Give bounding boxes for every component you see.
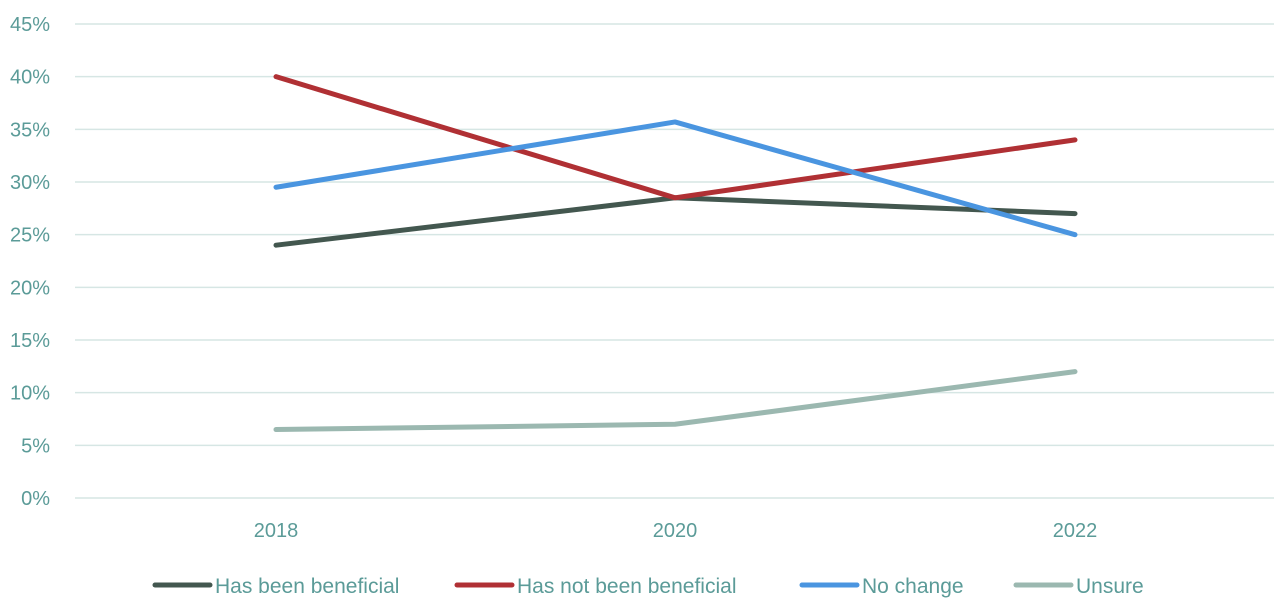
y-tick-label: 5% [21, 435, 50, 457]
series-line-unsure [273, 369, 1078, 433]
gridlines [75, 23, 1274, 499]
series-line-has-been-beneficial [273, 195, 1078, 248]
y-tick-label: 10% [10, 383, 50, 405]
x-tick-label: 2020 [653, 520, 698, 542]
x-tick-label: 2022 [1053, 520, 1098, 542]
series-line-has-not-been-beneficial [273, 74, 1078, 201]
y-tick-label: 20% [10, 277, 50, 299]
legend-item: Has not been beneficial [454, 575, 737, 598]
legend-label: Has been beneficial [215, 575, 399, 598]
y-tick-label: 45% [10, 14, 50, 36]
y-tick-label: 25% [10, 225, 50, 247]
y-tick-label: 35% [10, 119, 50, 141]
legend-item: Has been beneficial [152, 575, 399, 598]
legend-item: Unsure [1013, 575, 1144, 598]
legend-label: Has not been beneficial [517, 575, 737, 598]
y-axis: 0% 5% 10% 15% 20% 25% 30% 35% 40% 45% [10, 14, 50, 510]
y-tick-label: 15% [10, 330, 50, 352]
series-lines [273, 74, 1078, 433]
y-tick-label: 30% [10, 172, 50, 194]
legend: Has been beneficial Has not been benefici… [152, 575, 1144, 598]
legend-label: No change [862, 575, 964, 598]
y-tick-label: 40% [10, 67, 50, 89]
legend-label: Unsure [1076, 575, 1144, 598]
series-line-no-change [273, 119, 1078, 238]
y-tick-label: 0% [21, 488, 50, 510]
x-tick-label: 2018 [254, 520, 299, 542]
x-axis: 2018 2020 2022 [254, 520, 1098, 542]
legend-item: No change [799, 575, 964, 598]
